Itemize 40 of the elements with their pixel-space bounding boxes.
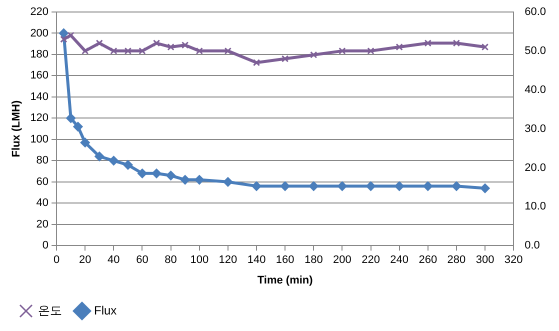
- y2-tick-label: 10.0: [524, 200, 546, 213]
- y-tick-label: 200: [30, 27, 49, 40]
- y-tick-label: 180: [30, 48, 49, 61]
- legend-label: Flux: [94, 303, 117, 318]
- y-tick-label: 100: [30, 133, 49, 146]
- y-tick-label: 0: [42, 240, 49, 252]
- y2-tick-label: 50.0: [524, 44, 546, 57]
- x-tick-label: 180: [304, 254, 323, 266]
- x-tick-label: 20: [78, 254, 92, 266]
- x-tick-label: 140: [247, 254, 266, 266]
- y-axis-title: Flux (LMH): [10, 100, 23, 158]
- x-tick-label: 40: [108, 254, 120, 266]
- y-tick-label: 60: [36, 176, 49, 188]
- x-tick-label: 220: [362, 254, 380, 266]
- x-tick-label: 320: [504, 254, 523, 266]
- x-tick-label: 0: [53, 254, 60, 266]
- y-tick-label: 160: [30, 70, 49, 82]
- x-tick-label: 60: [136, 254, 148, 266]
- y-tick-label: 120: [30, 112, 49, 124]
- y2-tick-label: 60.0: [524, 6, 546, 18]
- y2-tick-label: 0.0: [524, 240, 540, 252]
- y-tick-label: 140: [30, 90, 49, 103]
- y2-tick-label: 20.0: [524, 162, 546, 174]
- legend-label: 온도: [38, 303, 62, 318]
- y-tick-label: 220: [30, 6, 49, 18]
- y-tick-label: 20: [36, 218, 49, 230]
- x-tick-label: 160: [276, 254, 294, 266]
- x-tick-label: 300: [476, 254, 494, 266]
- x-tick-label: 100: [190, 254, 209, 266]
- y-tick-label: 80: [36, 154, 49, 167]
- x-tick-label: 80: [164, 254, 177, 266]
- x-tick-label: 240: [390, 254, 409, 266]
- x-tick-label: 200: [333, 254, 352, 266]
- x-tick-label: 260: [418, 254, 438, 266]
- x-tick-label: 120: [218, 254, 238, 266]
- x-tick-label: 280: [447, 254, 466, 266]
- x-axis-title: Time (min): [257, 274, 314, 286]
- y-tick-label: 40: [36, 197, 49, 210]
- y2-tick-label: 30.0: [524, 122, 546, 135]
- y2-tick-label: 40.0: [524, 84, 546, 96]
